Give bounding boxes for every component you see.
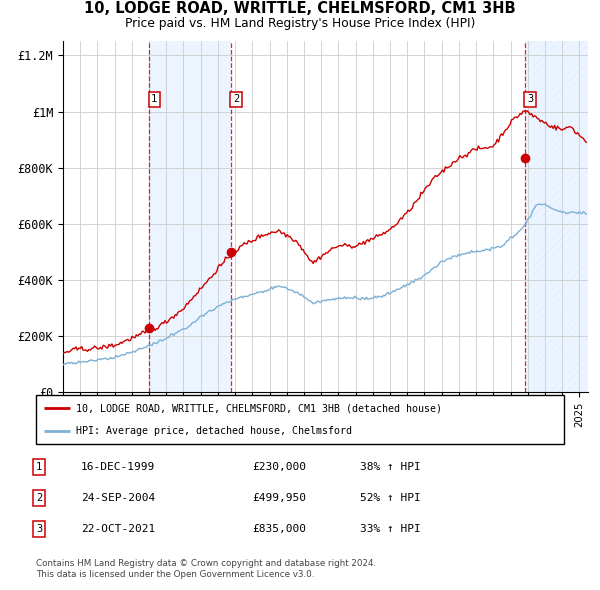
- Text: £230,000: £230,000: [252, 463, 306, 473]
- Text: £499,950: £499,950: [252, 493, 306, 503]
- Text: HPI: Average price, detached house, Chelmsford: HPI: Average price, detached house, Chel…: [76, 425, 352, 435]
- Text: This data is licensed under the Open Government Licence v3.0.: This data is licensed under the Open Gov…: [36, 570, 314, 579]
- Text: £835,000: £835,000: [252, 524, 306, 534]
- Text: 3: 3: [527, 94, 533, 104]
- Text: 10, LODGE ROAD, WRITTLE, CHELMSFORD, CM1 3HB (detached house): 10, LODGE ROAD, WRITTLE, CHELMSFORD, CM1…: [76, 404, 442, 414]
- Text: 38% ↑ HPI: 38% ↑ HPI: [360, 463, 421, 473]
- FancyBboxPatch shape: [36, 395, 564, 444]
- Text: 2: 2: [233, 94, 239, 104]
- Text: 22-OCT-2021: 22-OCT-2021: [81, 524, 155, 534]
- Text: Price paid vs. HM Land Registry's House Price Index (HPI): Price paid vs. HM Land Registry's House …: [125, 17, 475, 30]
- Bar: [525, 41, 588, 392]
- Text: 52% ↑ HPI: 52% ↑ HPI: [360, 493, 421, 503]
- Text: 24-SEP-2004: 24-SEP-2004: [81, 493, 155, 503]
- Text: 33% ↑ HPI: 33% ↑ HPI: [360, 524, 421, 534]
- Text: 10, LODGE ROAD, WRITTLE, CHELMSFORD, CM1 3HB: 10, LODGE ROAD, WRITTLE, CHELMSFORD, CM1…: [84, 1, 516, 16]
- Bar: [149, 41, 231, 392]
- Text: 2: 2: [36, 493, 42, 503]
- Text: 1: 1: [36, 463, 42, 473]
- Text: 16-DEC-1999: 16-DEC-1999: [81, 463, 155, 473]
- Text: 3: 3: [36, 524, 42, 534]
- Text: 1: 1: [151, 94, 157, 104]
- Text: Contains HM Land Registry data © Crown copyright and database right 2024.: Contains HM Land Registry data © Crown c…: [36, 559, 376, 568]
